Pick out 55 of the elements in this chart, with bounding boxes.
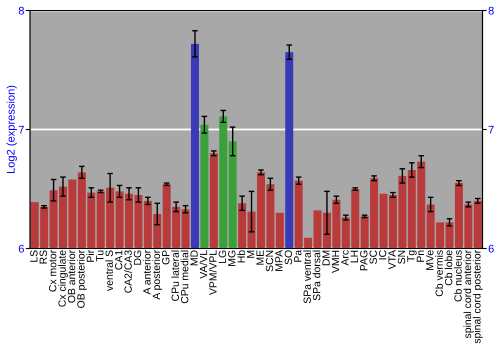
- x-tick-label: A anterior: [142, 250, 151, 294]
- x-tick-label: ventral S: [105, 250, 113, 291]
- x-tick-label: LG: [218, 250, 226, 263]
- x-tick-label: VMH: [332, 250, 340, 273]
- y2-tick-label: 7: [488, 126, 494, 134]
- x-tick-label: LH: [350, 250, 358, 262]
- x-tick-label: MPA: [275, 250, 283, 271]
- x-tick-label: Pa: [294, 250, 302, 262]
- x-tick-label: VTA: [388, 250, 396, 270]
- x-tick-label: Cb vermis: [435, 250, 443, 296]
- x-tick-label: VA/VL: [200, 250, 208, 279]
- x-tick-label: SPa ventral: [303, 250, 311, 304]
- x-tick-label: Pn: [416, 250, 424, 262]
- x-tick-label: CPu medial: [180, 250, 188, 304]
- y2-tick-label: 6: [488, 244, 494, 253]
- x-tick-label: MVe: [426, 250, 434, 270]
- x-tick-label: OB posterior: [76, 250, 87, 308]
- x-tick-label: SO: [284, 250, 292, 264]
- x-tick-label: MG: [228, 250, 236, 266]
- x-tick-label: Cb nucleus: [454, 250, 462, 302]
- x-tick-label: RS: [40, 250, 47, 264]
- x-tick-label: ME: [256, 250, 264, 265]
- x-tick-label: OB anterior: [68, 250, 76, 303]
- x-tick-label: CA2/CA3: [124, 250, 132, 293]
- x-tick-label: DG: [134, 250, 142, 265]
- x-tick-label: GP: [162, 250, 170, 264]
- y-axis-title: Log2 (expression): [6, 86, 17, 174]
- x-tick-label: IC: [378, 250, 386, 260]
- x-tick-label: LS: [30, 250, 38, 262]
- x-tick-label: DM: [322, 250, 330, 266]
- x-tick-label: Cb lobe: [444, 250, 452, 286]
- x-tick-label: MD: [190, 250, 198, 266]
- x-tick-label: VPM/VPL: [208, 250, 217, 295]
- x-tick-label: SPa dorsal: [312, 250, 320, 300]
- x-tick-label: Arc: [341, 250, 349, 266]
- x-tick-label: PAG: [360, 250, 368, 270]
- x-tick-label: Tu: [96, 250, 104, 262]
- x-tick-label: SCN: [266, 250, 274, 272]
- x-tick-label: SN: [398, 250, 406, 264]
- x-tick-label: Cx cingulate: [58, 250, 68, 307]
- x-tick-label: Tg: [407, 250, 417, 262]
- x-tick-label: spinal cord anterior: [464, 250, 474, 338]
- x-tick-label: A posterior: [152, 250, 162, 300]
- y-tick-label: 8: [18, 6, 24, 15]
- x-tick-label: Hb: [237, 250, 245, 262]
- x-tick-label: CPu lateral: [171, 250, 179, 301]
- y-tick-label: 6: [18, 244, 24, 253]
- y2-tick-label: 8: [488, 6, 494, 15]
- x-tick-label: Pir: [86, 250, 94, 262]
- x-tick-label: SC: [370, 250, 377, 264]
- x-tick-label: CA1: [114, 250, 122, 270]
- x-tick-label: spinal cord posterior: [472, 250, 483, 344]
- x-tick-label: Cx motor: [48, 250, 56, 292]
- x-tick-label: M: [247, 250, 254, 258]
- y-tick-label: 7: [18, 126, 24, 134]
